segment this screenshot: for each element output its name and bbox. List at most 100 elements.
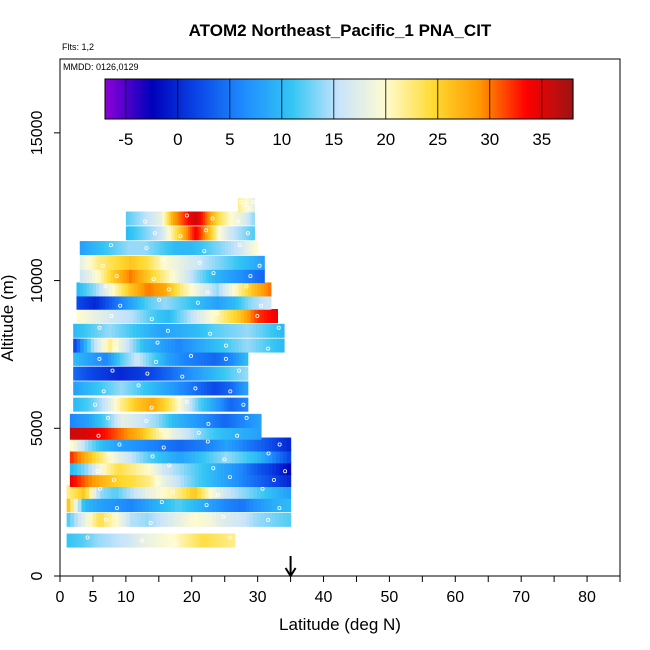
heatmap-cell <box>254 282 259 297</box>
heatmap-cell <box>239 351 243 366</box>
heatmap-cell <box>126 309 131 324</box>
heatmap-cell <box>189 351 194 366</box>
heatmap-cell <box>236 351 240 366</box>
sample-point <box>145 371 150 376</box>
heatmap-cell <box>144 255 148 270</box>
heatmap-cell <box>99 461 104 476</box>
heatmap-cell <box>191 449 196 464</box>
heatmap-cell <box>161 472 167 487</box>
heatmap-cell <box>76 282 81 297</box>
heatmap-cell <box>195 241 199 256</box>
heatmap-cell <box>76 323 81 338</box>
heatmap-cell <box>239 472 244 487</box>
heatmap-cell <box>218 397 223 412</box>
heatmap-cell <box>81 381 86 396</box>
sample-point <box>266 517 271 522</box>
sample-point <box>97 325 102 330</box>
heatmap-cell <box>191 461 196 476</box>
heatmap-cell <box>211 226 215 241</box>
heatmap-cell <box>130 533 135 548</box>
heatmap-cell <box>203 425 208 440</box>
colorbar-tick-label: 5 <box>225 130 234 149</box>
heatmap-cell <box>271 512 277 527</box>
heatmap-cell <box>99 449 104 464</box>
heatmap-cell <box>84 381 89 396</box>
heatmap-cell <box>125 533 129 548</box>
sample-point <box>247 206 252 211</box>
heatmap-cell <box>144 498 150 513</box>
heatmap-cell <box>238 295 243 310</box>
heatmap-cell <box>119 397 124 412</box>
heatmap-cell <box>283 484 288 499</box>
heatmap-cell <box>171 484 176 499</box>
heatmap-cell <box>241 397 246 412</box>
heatmap-cell <box>252 226 255 241</box>
sample-point <box>113 346 118 351</box>
heatmap-cell <box>209 226 213 241</box>
heatmap-cell <box>79 295 84 310</box>
heatmap-cell <box>257 425 262 440</box>
sample-point <box>103 284 108 289</box>
colorbar-cell <box>336 79 340 119</box>
sample-point <box>114 274 119 279</box>
heatmap-cell <box>268 472 273 487</box>
heatmap-cell <box>160 295 165 310</box>
colorbar-cell <box>105 79 109 119</box>
heatmap-cell <box>156 269 161 284</box>
heatmap-cell <box>194 449 200 464</box>
heatmap-cell <box>233 269 238 284</box>
heatmap-cell <box>267 282 272 297</box>
heatmap-cell <box>111 484 116 499</box>
heatmap-cell <box>180 449 185 464</box>
colorbar-cell <box>193 79 197 119</box>
heatmap-cell <box>70 484 75 499</box>
heatmap-cell <box>213 323 218 338</box>
heatmap-cell <box>163 397 167 412</box>
heatmap-cell <box>257 437 262 452</box>
heatmap-cell <box>172 351 176 366</box>
heatmap-cell <box>109 309 114 324</box>
heatmap-cell <box>128 449 134 464</box>
heatmap-cell <box>105 366 109 381</box>
heatmap-cell <box>114 437 119 452</box>
heatmap-cell <box>168 255 173 270</box>
colorbar-cell <box>489 79 493 119</box>
heatmap-cell <box>100 484 105 499</box>
heatmap-cell <box>99 366 103 381</box>
heatmap-cell <box>161 449 167 464</box>
heatmap-cell <box>154 449 159 464</box>
heatmap-cell <box>172 366 176 381</box>
heatmap-cell <box>101 425 106 440</box>
heatmap-cell <box>135 255 139 270</box>
heatmap-cell <box>242 472 248 487</box>
heatmap-cell <box>196 269 201 284</box>
heatmap-cell <box>86 282 91 297</box>
heatmap-cell <box>231 295 236 310</box>
heatmap-cell <box>203 323 208 338</box>
heatmap-cell <box>124 425 128 440</box>
heatmap-cell <box>168 241 173 256</box>
heatmap-cell <box>233 351 237 366</box>
heatmap-cell <box>244 381 249 396</box>
heatmap-cell <box>140 366 144 381</box>
heatmap-cell <box>131 397 135 412</box>
heatmap-cell <box>242 437 248 452</box>
heatmap-cell <box>167 282 172 297</box>
heatmap-cell <box>193 295 197 310</box>
heatmap-cell <box>192 226 195 241</box>
heatmap-cell <box>212 512 217 527</box>
heatmap-cell <box>95 269 99 284</box>
heatmap-cell <box>248 282 252 297</box>
colorbar-cell <box>396 79 400 119</box>
heatmap-cell <box>121 437 126 452</box>
heatmap-cell <box>259 323 264 338</box>
heatmap-cell <box>198 533 202 548</box>
heatmap-cell <box>209 437 214 452</box>
heatmap-cell <box>69 533 73 548</box>
sample-point <box>143 219 148 224</box>
heatmap-cell <box>242 255 247 270</box>
heatmap-cell <box>85 425 90 440</box>
heatmap-cell <box>181 255 185 270</box>
heatmap-cell <box>74 533 79 548</box>
